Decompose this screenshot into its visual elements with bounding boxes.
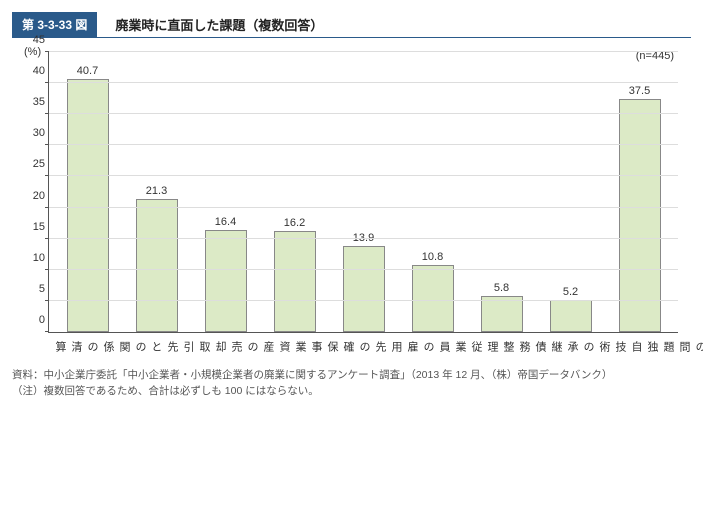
y-tick-label: 20 [21, 190, 45, 202]
y-tick-mark [45, 51, 49, 52]
y-tick-label: 45 [21, 34, 45, 46]
bar [136, 199, 178, 332]
bar-value-label: 40.7 [77, 65, 98, 77]
footnote-note: （注）複数回答であるため、合計は必ずしも 100 にはならない。 [12, 384, 691, 400]
grid-line [49, 175, 678, 176]
y-tick-label: 5 [21, 283, 45, 295]
y-axis-unit: (%) [24, 46, 41, 58]
bar-value-label: 21.3 [146, 185, 167, 197]
y-tick-mark [45, 113, 49, 114]
bar-slot: 16.4 [191, 52, 260, 332]
y-tick-mark [45, 207, 49, 208]
x-axis-label: 独自技術の承継 [548, 339, 660, 354]
bar-value-label: 10.8 [422, 251, 443, 263]
bar-value-label: 16.2 [284, 217, 305, 229]
bar [481, 296, 523, 332]
bar-slot: 16.2 [260, 52, 329, 332]
bar [619, 99, 661, 332]
grid-line [49, 51, 678, 52]
bar-slot: 40.7 [53, 52, 122, 332]
chart-area: (%) (n=445) 40.721.316.416.213.910.85.85… [48, 52, 678, 354]
y-tick-label: 35 [21, 96, 45, 108]
x-axis-label-text: 取引先との関係の清算 [52, 339, 212, 354]
bar [67, 79, 109, 332]
bar-value-label: 5.2 [563, 286, 578, 298]
grid-line [49, 82, 678, 83]
figure-header: 第 3-3-33 図 廃業時に直面した課題（複数回答） [12, 12, 691, 38]
y-tick-label: 10 [21, 252, 45, 264]
x-axis-label-text: 債務整理 [484, 339, 548, 354]
figure-title: 廃業時に直面した課題（複数回答） [97, 15, 323, 34]
x-axis-label: 従業員の雇用先の確保 [324, 339, 484, 354]
bar-slot: 5.2 [536, 52, 605, 332]
bar-value-label: 37.5 [629, 85, 650, 97]
bar-value-label: 16.4 [215, 216, 236, 228]
bar-slot: 10.8 [398, 52, 467, 332]
y-tick-mark [45, 238, 49, 239]
bars-container: 40.7 21.3 16.4 16.2 13.9 10.8 5.8 5.2 37.5 [49, 52, 678, 332]
y-tick-mark [45, 144, 49, 145]
bar [412, 265, 454, 332]
y-tick-label: 30 [21, 127, 45, 139]
x-axis-label: 事業資産の売却 [212, 339, 324, 354]
footnotes: 資料：中小企業庁委託「中小企業者・小規模企業者の廃業に関するアンケート調査」（2… [12, 368, 691, 400]
plot-region: 40.721.316.416.213.910.85.85.237.5 05101… [48, 52, 678, 333]
y-tick-mark [45, 331, 49, 332]
grid-line [49, 238, 678, 239]
bar-slot: 13.9 [329, 52, 398, 332]
bar [205, 230, 247, 332]
bar [343, 246, 385, 332]
bar-slot: 5.8 [467, 52, 536, 332]
x-axis-label-text: 個人保証の問題 [660, 339, 703, 354]
bar [550, 300, 592, 332]
y-tick-label: 25 [21, 158, 45, 170]
grid-line [49, 207, 678, 208]
x-axis-label-text: 従業員の雇用先の確保 [324, 339, 484, 354]
grid-line [49, 113, 678, 114]
x-axis-label: 取引先との関係の清算 [52, 339, 212, 354]
x-axis-labels: 取引先との関係の清算事業資産の売却従業員の雇用先の確保債務整理独自技術の承継個人… [48, 339, 678, 354]
grid-line [49, 300, 678, 301]
y-tick-mark [45, 269, 49, 270]
bar-value-label: 5.8 [494, 282, 509, 294]
bar-slot: 37.5 [605, 52, 674, 332]
grid-line [49, 144, 678, 145]
y-tick-label: 40 [21, 65, 45, 77]
grid-line [49, 269, 678, 270]
y-tick-label: 0 [21, 314, 45, 326]
footnote-source: 資料：中小企業庁委託「中小企業者・小規模企業者の廃業に関するアンケート調査」（2… [12, 368, 691, 384]
bar [274, 231, 316, 332]
y-tick-mark [45, 175, 49, 176]
x-axis-label-text: 独自技術の承継 [548, 339, 660, 354]
y-tick-label: 15 [21, 221, 45, 233]
bar-slot: 21.3 [122, 52, 191, 332]
y-tick-mark [45, 82, 49, 83]
x-axis-label-text: 事業資産の売却 [212, 339, 324, 354]
x-axis-label: 個人保証の問題 [660, 339, 703, 354]
y-tick-mark [45, 300, 49, 301]
x-axis-label: 債務整理 [484, 339, 548, 354]
